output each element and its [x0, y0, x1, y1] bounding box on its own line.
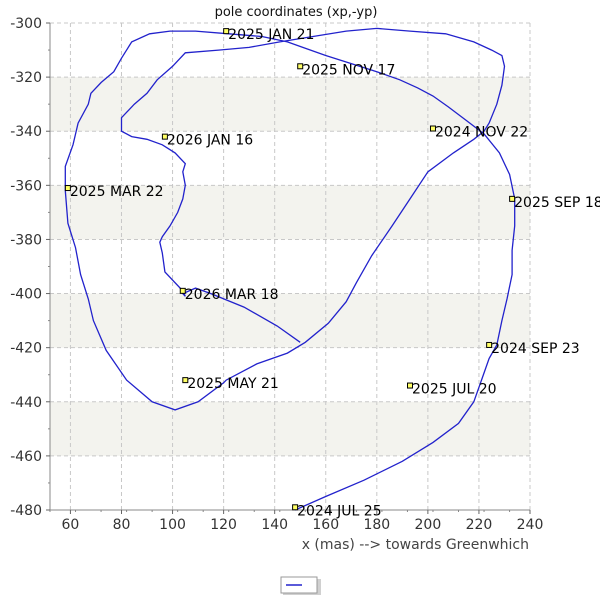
- x-tick-label: 100: [159, 517, 186, 533]
- band-5: [50, 293, 530, 348]
- x-tick-label: 240: [517, 517, 544, 533]
- y-tick-label: -440: [10, 395, 42, 411]
- date-marker: [292, 504, 299, 511]
- y-tick-label: -400: [10, 287, 42, 303]
- date-marker: [179, 287, 186, 294]
- date-label: 2025 JUL 20: [412, 382, 497, 398]
- y-tick-label: -480: [10, 503, 42, 519]
- date-label: 2025 MAR 22: [70, 184, 164, 200]
- x-tick-label: 80: [113, 517, 131, 533]
- x-axis-title: x (mas) --> towards Greenwhich: [302, 537, 529, 553]
- y-tick-label: -380: [10, 232, 42, 248]
- pole-path-series: [64, 27, 516, 511]
- y-tick-label: -320: [10, 70, 42, 86]
- date-label: 2024 SEP 23: [491, 341, 580, 357]
- x-tick-label: 120: [210, 517, 237, 533]
- x-tick-label: 220: [466, 517, 493, 533]
- y-tick-label: -340: [10, 124, 42, 140]
- date-marker: [429, 125, 436, 132]
- date-label: 2025 SEP 18: [514, 195, 600, 211]
- date-label: 2024 NOV 22: [435, 125, 528, 141]
- legend[interactable]: [280, 576, 321, 595]
- y-tick-label: -420: [10, 341, 42, 357]
- x-tick-label: 160: [312, 517, 339, 533]
- date-label: 2026 MAR 18: [185, 287, 279, 303]
- date-label: 2024 JUL 25: [297, 503, 382, 519]
- x-tick-label: 140: [261, 517, 288, 533]
- chart-title: pole coordinates (xp,-yp): [215, 5, 378, 20]
- date-label: 2026 JAN 16: [167, 133, 253, 149]
- date-marker: [486, 341, 493, 348]
- date-marker: [182, 377, 189, 384]
- date-marker: [161, 133, 168, 140]
- date-marker: [407, 382, 413, 389]
- date-marker: [223, 28, 230, 35]
- y-tick-label: -300: [10, 16, 42, 32]
- x-axis-ticks: 60 80 100 120 140 160 180 200 220 240: [49, 510, 544, 533]
- y-tick-label: -460: [10, 449, 42, 465]
- date-label: 2025 JAN 21: [228, 27, 314, 43]
- x-tick-label: 180: [363, 517, 390, 533]
- x-tick-label: 200: [415, 517, 442, 533]
- background-bands: [50, 77, 530, 456]
- date-marker: [509, 195, 516, 202]
- date-marker: [64, 185, 71, 192]
- band-1: [50, 77, 530, 132]
- date-label: 2025 NOV 17: [302, 62, 395, 78]
- date-label: 2025 MAY 21: [187, 376, 278, 392]
- y-axis-ticks: -300 -320 -340 -360 -380 -400 -420 -440 -460 -480: [10, 16, 50, 519]
- date-annotations: 2024 JUL 25 2024 SEP 23 2024 NOV 22 2025 JA…: [64, 27, 600, 519]
- y-tick-label: -360: [10, 178, 42, 194]
- band-7: [50, 401, 530, 456]
- band-3: [50, 185, 530, 240]
- x-tick-label: 60: [62, 517, 80, 533]
- date-marker: [297, 63, 304, 70]
